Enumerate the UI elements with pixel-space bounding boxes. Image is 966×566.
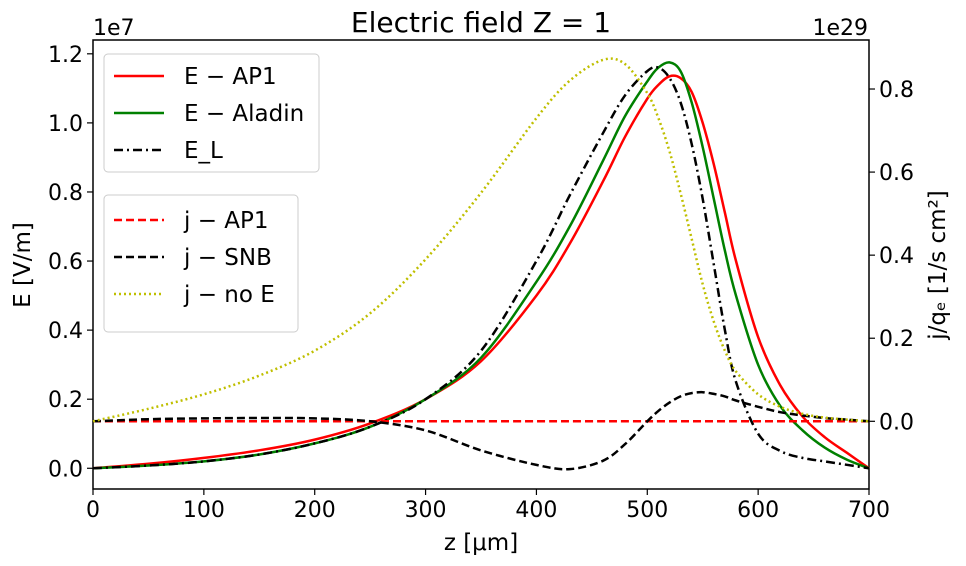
x-tick-label: 500 xyxy=(626,498,668,523)
right-offset-text: 1e29 xyxy=(812,16,868,41)
left-y-tick-label: 0.6 xyxy=(48,250,83,275)
series-line-1 xyxy=(92,74,870,470)
x-tick-label: 400 xyxy=(515,498,557,523)
series-line-5 xyxy=(92,390,870,471)
right-y-tick-label: 0.8 xyxy=(879,78,914,103)
left-y-tick-label: 0.2 xyxy=(48,388,83,413)
x-tick-label: 100 xyxy=(183,498,225,523)
series-line-3 xyxy=(92,65,870,470)
right-y-tick-label: 0.0 xyxy=(879,410,914,435)
left-y-tick-label: 0.0 xyxy=(48,457,83,482)
left-offset-text: 1e7 xyxy=(93,16,135,41)
left-y-tick-label: 0.4 xyxy=(48,319,83,344)
x-tick-label: 200 xyxy=(294,498,336,523)
right-y-tick-label: 0.2 xyxy=(879,327,914,352)
x-tick-label: 0 xyxy=(86,498,100,523)
left-y-tick-label: 1.0 xyxy=(48,112,83,137)
legend-label: E − AP1 xyxy=(184,64,277,90)
legend-label: E − Aladin xyxy=(184,101,304,127)
axes-layer: 0 100 200 300 400 500 600 700 0.0 0.2 0.4 0.6 0.8 1.0… xyxy=(48,43,914,523)
plot-area-frame xyxy=(92,39,870,490)
x-tick-label: 300 xyxy=(405,498,447,523)
left-y-tick-label: 0.8 xyxy=(48,181,83,206)
right-axis-label: j/qₑ [1/s cm²] xyxy=(925,190,951,341)
right-y-tick-label: 0.4 xyxy=(879,244,914,269)
legend-label: j − AP1 xyxy=(183,208,269,234)
right-y-tick-label: 0.6 xyxy=(879,161,914,186)
legend-label: j − SNB xyxy=(183,245,272,271)
chart-title: Electric field Z = 1 xyxy=(351,6,611,39)
series-layer xyxy=(92,57,870,471)
left-y-tick-label: 1.2 xyxy=(48,43,83,68)
x-axis-label: z [μm] xyxy=(444,530,518,556)
legend-label: j − no E xyxy=(183,282,275,308)
left-axis-label: E [V/m] xyxy=(10,222,36,308)
x-tick-label: 700 xyxy=(848,498,890,523)
legend-lower: j − AP1 j − SNB j − no E xyxy=(103,194,299,333)
legend-lower-box xyxy=(103,194,299,333)
legend-upper-box xyxy=(103,53,320,173)
legend-upper: E − AP1 E − Aladin E_L xyxy=(103,53,320,173)
legend-label: E_L xyxy=(184,138,223,164)
x-tick-label: 600 xyxy=(737,498,779,523)
